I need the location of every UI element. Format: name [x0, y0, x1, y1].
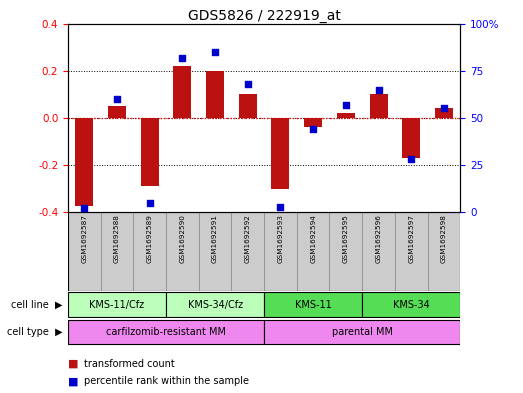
Bar [428, 212, 460, 291]
Bar [337, 113, 355, 118]
Bar [68, 212, 100, 291]
Bar [304, 118, 322, 127]
Text: cell line  ▶: cell line ▶ [12, 299, 63, 310]
Bar [141, 118, 158, 186]
Text: GSM1692595: GSM1692595 [343, 215, 349, 263]
Text: GSM1692593: GSM1692593 [278, 215, 283, 263]
Bar [199, 212, 231, 291]
Text: KMS-11: KMS-11 [295, 299, 332, 310]
Point [244, 81, 252, 87]
Bar [68, 292, 166, 317]
Bar [133, 212, 166, 291]
Point [309, 126, 317, 132]
Bar [68, 320, 264, 344]
Text: GSM1692589: GSM1692589 [147, 215, 153, 263]
Bar [166, 292, 264, 317]
Bar [402, 118, 420, 158]
Text: percentile rank within the sample: percentile rank within the sample [84, 376, 248, 386]
Point [374, 86, 383, 93]
Text: KMS-34: KMS-34 [393, 299, 429, 310]
Bar [395, 212, 428, 291]
Bar [435, 108, 453, 118]
Bar [329, 212, 362, 291]
Title: GDS5826 / 222919_at: GDS5826 / 222919_at [188, 9, 340, 22]
Point [113, 96, 121, 102]
Bar [271, 118, 289, 189]
Bar [75, 118, 93, 206]
Text: cell type  ▶: cell type ▶ [7, 327, 63, 337]
Text: GSM1692597: GSM1692597 [408, 215, 414, 263]
Bar [100, 212, 133, 291]
Bar [174, 66, 191, 118]
Text: GSM1692592: GSM1692592 [245, 215, 251, 263]
Bar [239, 94, 257, 118]
Bar [264, 292, 362, 317]
Point [407, 156, 415, 163]
Text: ■: ■ [68, 358, 78, 369]
Text: parental MM: parental MM [332, 327, 393, 337]
Bar [297, 212, 329, 291]
Text: transformed count: transformed count [84, 358, 175, 369]
Bar [231, 212, 264, 291]
Text: KMS-11/Cfz: KMS-11/Cfz [89, 299, 144, 310]
Bar [264, 212, 297, 291]
Point [80, 205, 88, 211]
Text: ■: ■ [68, 376, 78, 386]
Bar [166, 212, 199, 291]
Text: GSM1692587: GSM1692587 [82, 215, 87, 263]
Text: GSM1692590: GSM1692590 [179, 215, 185, 263]
Text: GSM1692596: GSM1692596 [376, 215, 381, 263]
Point [440, 105, 448, 112]
Bar [362, 212, 395, 291]
Bar [264, 320, 460, 344]
Text: GSM1692591: GSM1692591 [212, 215, 218, 263]
Text: carfilzomib-resistant MM: carfilzomib-resistant MM [106, 327, 226, 337]
Point [145, 200, 154, 206]
Text: GSM1692598: GSM1692598 [441, 215, 447, 263]
Bar [206, 71, 224, 118]
Point [211, 49, 219, 55]
Point [276, 204, 285, 210]
Text: GSM1692594: GSM1692594 [310, 215, 316, 263]
Text: KMS-34/Cfz: KMS-34/Cfz [188, 299, 243, 310]
Point [342, 101, 350, 108]
Point [178, 54, 187, 61]
Bar [362, 292, 460, 317]
Bar [370, 94, 388, 118]
Text: GSM1692588: GSM1692588 [114, 215, 120, 263]
Bar [108, 106, 126, 118]
